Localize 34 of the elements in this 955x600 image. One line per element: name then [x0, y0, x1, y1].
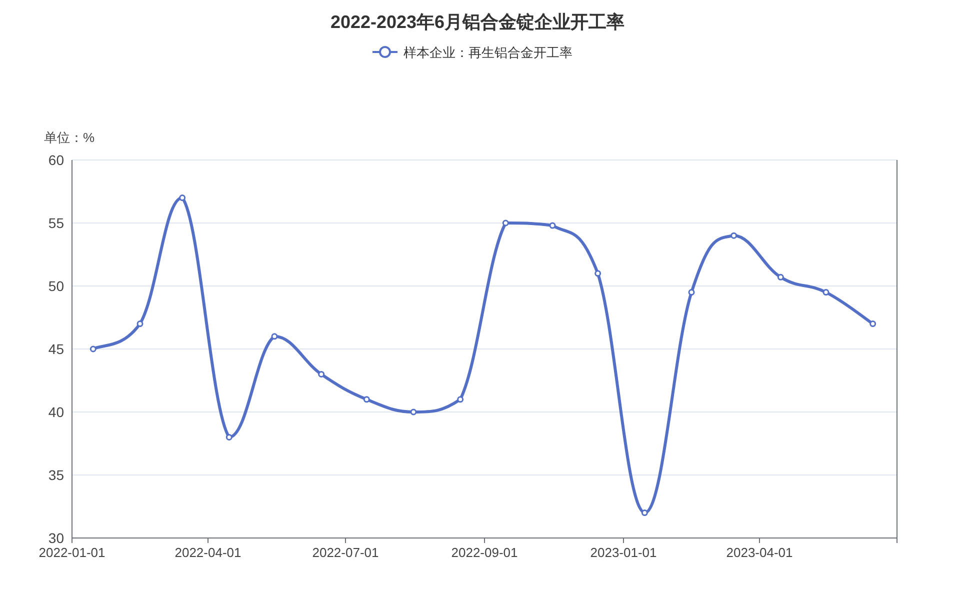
- point: [688, 289, 695, 296]
- point: [870, 320, 876, 328]
- point: [641, 510, 648, 516]
- point: [226, 434, 232, 440]
- y-tick-label: 60: [48, 152, 64, 168]
- point: [410, 408, 417, 416]
- y-tick-label: 40: [48, 404, 64, 420]
- point: [822, 289, 830, 296]
- x-tick-label: 2022-04-01: [174, 545, 242, 560]
- point: [363, 396, 370, 403]
- x-tick-label: 2022-09-01: [451, 545, 518, 560]
- y-tick-label: 30: [48, 530, 64, 546]
- point: [136, 320, 144, 328]
- y-axis-title: 单位：%: [44, 130, 95, 145]
- y-tick-label: 35: [48, 467, 64, 483]
- x-tick-label: 2023-01-01: [590, 545, 657, 560]
- legend-label: 样本企业：再生铝合金开工率: [404, 45, 572, 60]
- point: [777, 274, 784, 280]
- x-tick-label: 2023-04-01: [726, 545, 793, 560]
- point: [549, 222, 556, 229]
- y-tick-label: 50: [48, 278, 64, 294]
- point: [318, 370, 325, 378]
- chart-title: 2022-2023年6月铝合金锭企业开工率: [330, 12, 625, 32]
- point: [179, 194, 186, 202]
- point: [594, 270, 602, 277]
- y-tick-label: 45: [48, 341, 64, 357]
- x-tick-label: 2022-01-01: [38, 545, 106, 560]
- point: [90, 346, 96, 352]
- point: [271, 333, 278, 340]
- y-tick-label: 55: [48, 215, 64, 231]
- x-tick-label: 2022-07-01: [312, 545, 379, 560]
- point: [502, 220, 509, 226]
- point: [730, 232, 738, 239]
- point: [457, 396, 464, 403]
